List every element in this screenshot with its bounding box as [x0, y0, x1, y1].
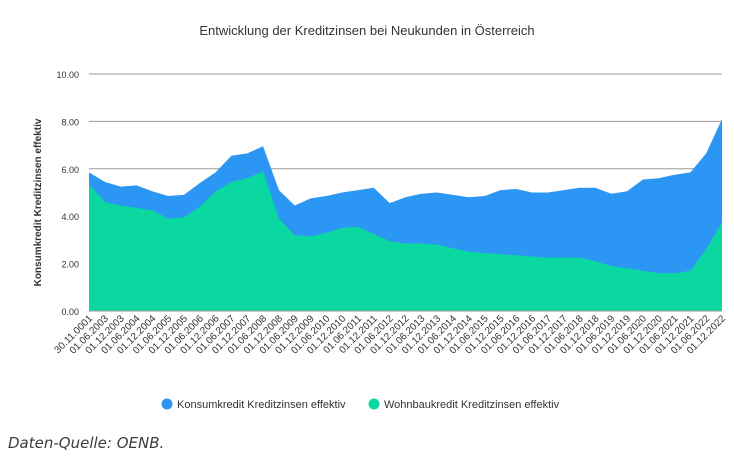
y-axis-label: Konsumkredit Kreditzinsen effektiv [33, 118, 44, 286]
legend-marker [161, 398, 173, 410]
y-tick-label: 2.00 [61, 260, 79, 270]
y-tick-label: 4.00 [61, 212, 79, 222]
area-wohnbaukredit [89, 171, 722, 311]
legend-label: Konsumkredit Kreditzinsen effektiv [177, 399, 346, 411]
y-tick-label: 6.00 [61, 165, 79, 175]
y-tick-label: 8.00 [61, 117, 79, 127]
legend-label: Wohnbaukredit Kreditzinsen effektiv [384, 399, 560, 411]
y-tick-label: 10.00 [56, 70, 79, 80]
legend-marker [368, 398, 380, 410]
chart-title: Entwicklung der Kreditzinsen bei Neukund… [199, 23, 534, 38]
source-note: Daten-Quelle: OENB. [8, 434, 165, 452]
chart-svg: Entwicklung der Kreditzinsen bei Neukund… [33, 23, 728, 411]
y-tick-label: 0.00 [61, 307, 79, 317]
chart: Entwicklung der Kreditzinsen bei Neukund… [33, 23, 728, 411]
